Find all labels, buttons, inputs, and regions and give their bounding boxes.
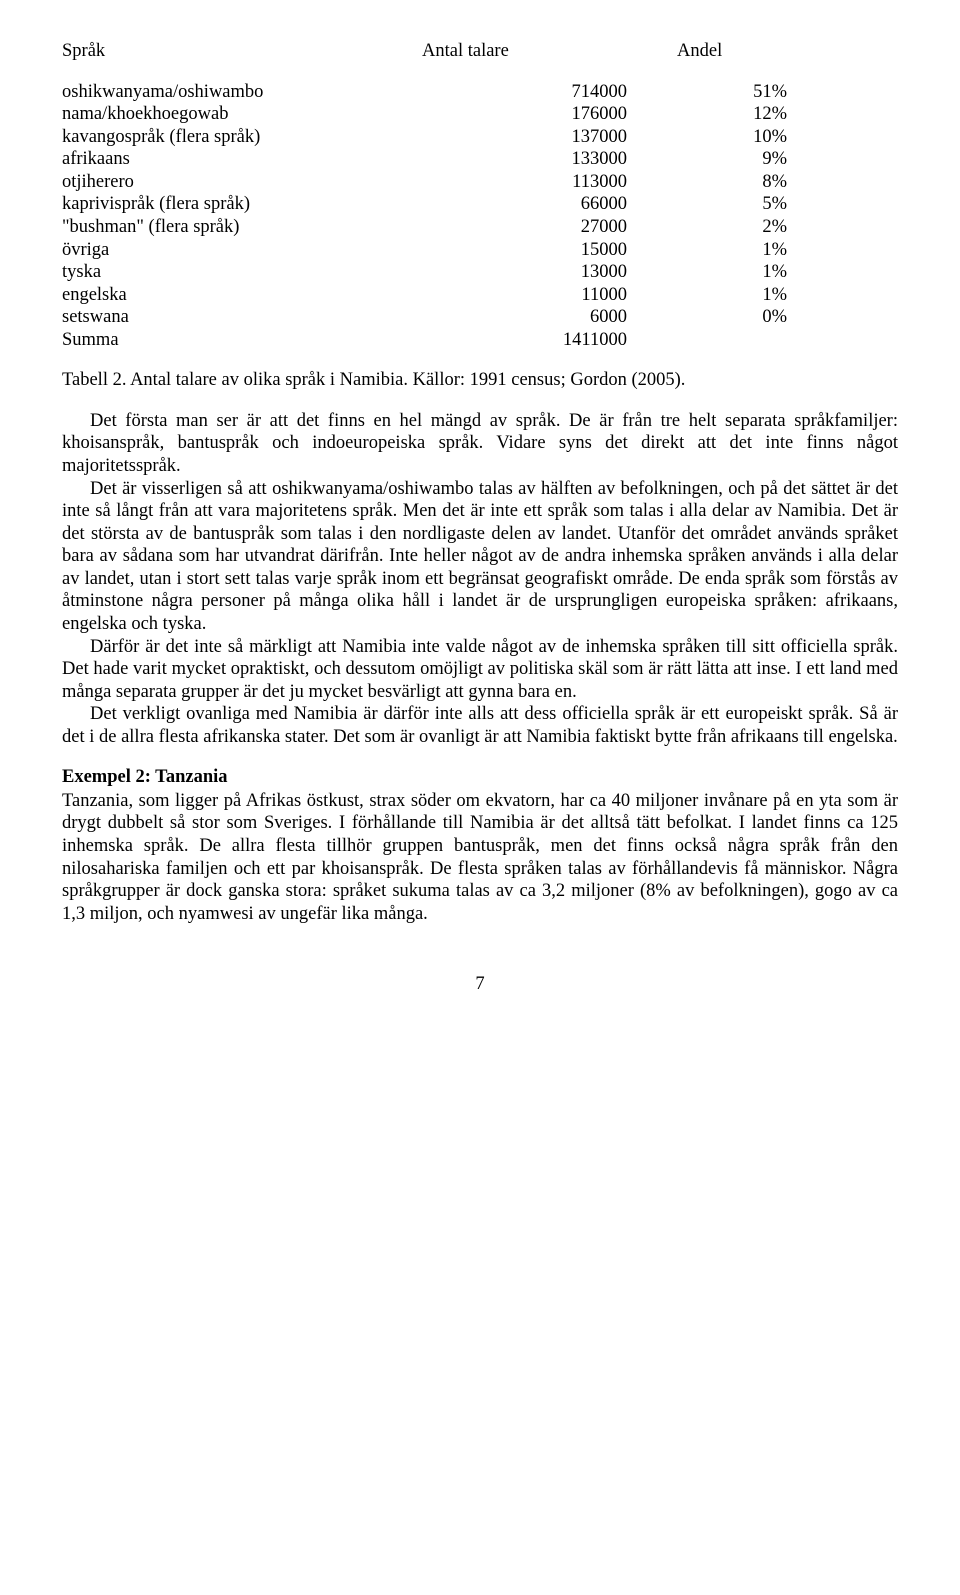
cell-language: kaprivispråk (flera språk) — [62, 193, 422, 216]
header-count: Antal talare — [422, 40, 677, 63]
table-caption: Tabell 2. Antal talare av olika språk i … — [62, 369, 898, 392]
table-row: otjiherero1130008% — [62, 171, 898, 194]
cell-language: övriga — [62, 239, 422, 262]
cell-share: 1% — [687, 261, 787, 284]
cell-language: afrikaans — [62, 148, 422, 171]
cell-language: engelska — [62, 284, 422, 307]
cell-language: kavangospråk (flera språk) — [62, 126, 422, 149]
cell-language: "bushman" (flera språk) — [62, 216, 422, 239]
body-paragraph-3: Därför är det inte så märkligt att Namib… — [62, 636, 898, 704]
page-number: 7 — [62, 973, 898, 996]
cell-count: 176000 — [422, 103, 687, 126]
cell-count: 11000 — [422, 284, 687, 307]
table-header-row: Språk Antal talare Andel — [62, 40, 898, 63]
table-row: nama/khoekhoegowab17600012% — [62, 103, 898, 126]
cell-count: 13000 — [422, 261, 687, 284]
cell-share: 10% — [687, 126, 787, 149]
cell-language: nama/khoekhoegowab — [62, 103, 422, 126]
cell-share: 8% — [687, 171, 787, 194]
cell-share: 1% — [687, 284, 787, 307]
cell-language: Summa — [62, 329, 422, 352]
header-share: Andel — [677, 40, 757, 63]
body-paragraph-1: Det första man ser är att det finns en h… — [62, 410, 898, 478]
header-language: Språk — [62, 40, 422, 63]
table-row: kavangospråk (flera språk)13700010% — [62, 126, 898, 149]
table-row: engelska110001% — [62, 284, 898, 307]
table-row: kaprivispråk (flera språk)660005% — [62, 193, 898, 216]
cell-count: 133000 — [422, 148, 687, 171]
table-row: setswana60000% — [62, 306, 898, 329]
cell-share — [687, 329, 787, 352]
table-row: afrikaans1330009% — [62, 148, 898, 171]
table-row: Summa1411000 — [62, 329, 898, 352]
cell-count: 27000 — [422, 216, 687, 239]
cell-count: 15000 — [422, 239, 687, 262]
cell-language: otjiherero — [62, 171, 422, 194]
cell-share: 2% — [687, 216, 787, 239]
cell-language: setswana — [62, 306, 422, 329]
cell-count: 137000 — [422, 126, 687, 149]
cell-language: oshikwanyama/oshiwambo — [62, 81, 422, 104]
cell-language: tyska — [62, 261, 422, 284]
table-row: "bushman" (flera språk)270002% — [62, 216, 898, 239]
table-row: tyska130001% — [62, 261, 898, 284]
section-2-title: Exempel 2: Tanzania — [62, 766, 898, 789]
cell-count: 6000 — [422, 306, 687, 329]
table-row: övriga150001% — [62, 239, 898, 262]
cell-count: 113000 — [422, 171, 687, 194]
language-table: Språk Antal talare Andel oshikwanyama/os… — [62, 40, 898, 351]
table-row: oshikwanyama/oshiwambo71400051% — [62, 81, 898, 104]
section-2-paragraph-1: Tanzania, som ligger på Afrikas östkust,… — [62, 790, 898, 925]
cell-share: 9% — [687, 148, 787, 171]
cell-share: 12% — [687, 103, 787, 126]
cell-share: 5% — [687, 193, 787, 216]
cell-count: 66000 — [422, 193, 687, 216]
cell-share: 0% — [687, 306, 787, 329]
cell-share: 51% — [687, 81, 787, 104]
body-paragraph-4: Det verkligt ovanliga med Namibia är där… — [62, 703, 898, 748]
body-paragraph-2: Det är visserligen så att oshikwanyama/o… — [62, 478, 898, 636]
cell-count: 1411000 — [422, 329, 687, 352]
cell-count: 714000 — [422, 81, 687, 104]
cell-share: 1% — [687, 239, 787, 262]
